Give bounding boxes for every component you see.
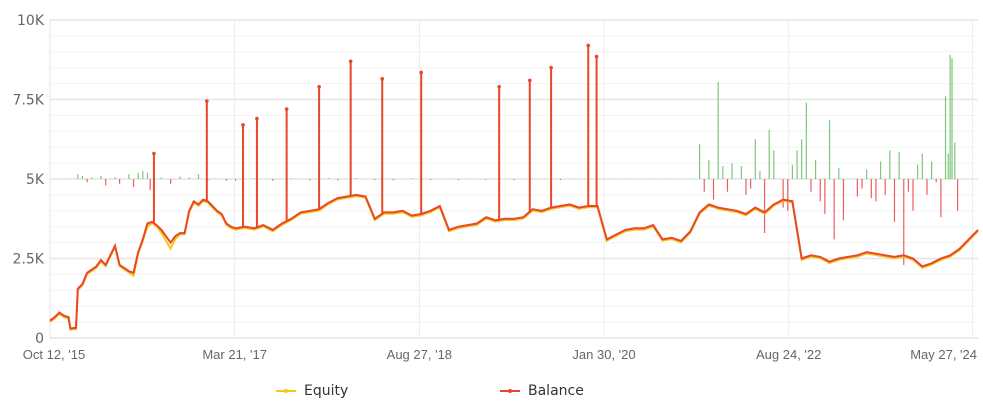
equity-swatch-icon <box>276 389 296 393</box>
legend-item-balance[interactable]: Balance <box>500 383 584 399</box>
x-tick-label: Aug 27, '18 <box>387 347 452 362</box>
y-tick-label: 10K <box>17 13 45 29</box>
chart-legend: Equity Balance <box>0 383 983 405</box>
histogram-bars <box>59 54 960 265</box>
x-tick-label: Jan 30, '20 <box>572 347 635 362</box>
balance-swatch-icon <box>500 389 520 393</box>
y-tick-label: 0 <box>35 331 44 347</box>
balance-spikes <box>152 43 599 228</box>
y-tick-label: 7.5K <box>13 93 45 109</box>
legend-item-equity[interactable]: Equity <box>276 383 348 399</box>
x-axis: Oct 12, '15 Mar 21, '17 Aug 27, '18 Jan 30,… <box>23 347 977 362</box>
y-tick-label: 5K <box>26 172 45 188</box>
x-tick-label: Aug 24, '22 <box>756 347 821 362</box>
x-tick-label: Mar 21, '17 <box>202 347 267 362</box>
chart-plot-area: 0 2.5K 5K 7.5K 10K Oct 12, '15 Mar 21, '17 Aug… <box>13 13 979 362</box>
legend-label-equity: Equity <box>304 383 349 399</box>
x-tick-label: Oct 12, '15 <box>23 347 85 362</box>
legend-label-balance: Balance <box>528 383 584 399</box>
equity-line <box>49 195 979 331</box>
y-axis: 0 2.5K 5K 7.5K 10K <box>13 13 45 347</box>
y-tick-label: 2.5K <box>13 252 45 268</box>
x-tick-label: May 27, '24 <box>910 347 977 362</box>
balance-line <box>49 193 979 330</box>
